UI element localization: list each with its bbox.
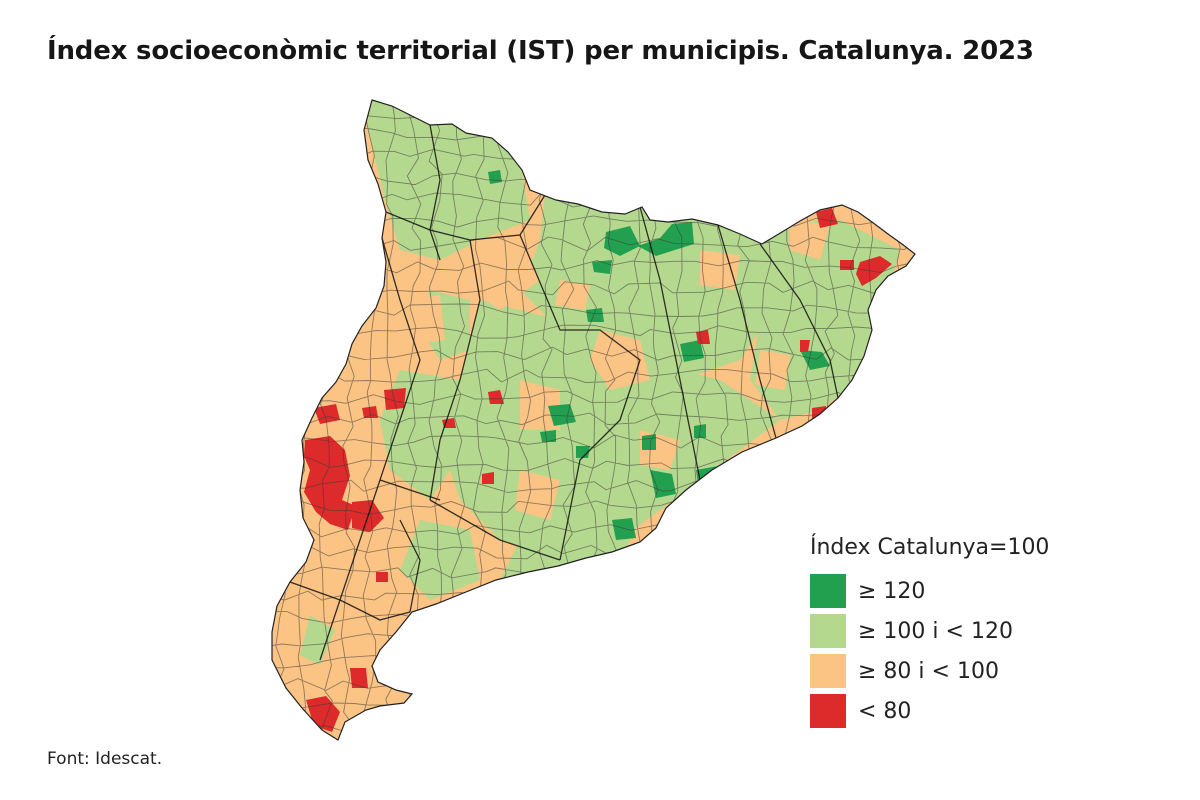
legend-swatch-100-120 bbox=[810, 614, 846, 648]
zone-ebre bbox=[300, 615, 335, 665]
ge120-ripolles bbox=[638, 222, 694, 256]
orange-pocket-3 bbox=[520, 380, 560, 430]
legend-swatch-ge120 bbox=[810, 574, 846, 608]
orange-pocket-1 bbox=[470, 235, 540, 310]
zone-penedes bbox=[500, 520, 640, 580]
ge120-bages bbox=[540, 430, 556, 442]
orange-pocket-4 bbox=[700, 250, 740, 290]
legend-item-100-120: ≥ 100 i < 120 bbox=[810, 614, 1049, 648]
ge120-osona bbox=[680, 340, 704, 362]
orange-pocket-8 bbox=[755, 350, 790, 390]
catalonia-outline bbox=[271, 99, 916, 741]
legend-swatch-lt80 bbox=[810, 694, 846, 728]
ge120-baix-llobregat bbox=[612, 518, 636, 540]
legend-item-ge120: ≥ 120 bbox=[810, 574, 1049, 608]
legend-label-ge120: ≥ 120 bbox=[858, 578, 926, 604]
legend-title: Índex Catalunya=100 bbox=[810, 535, 1050, 560]
legend-label-lt80: < 80 bbox=[858, 698, 912, 724]
map-legend: Índex Catalunya=100 ≥ 120 ≥ 100 i < 120 … bbox=[810, 535, 1049, 734]
ge120-anoia bbox=[642, 434, 656, 450]
page-title: Índex socioeconòmic territorial (IST) pe… bbox=[47, 36, 1034, 66]
legend-swatch-80-100 bbox=[810, 654, 846, 688]
lt80-ebre-1 bbox=[350, 668, 368, 688]
legend-label-100-120: ≥ 100 i < 120 bbox=[858, 618, 1013, 644]
source-note: Font: Idescat. bbox=[47, 749, 163, 769]
legend-item-80-100: ≥ 80 i < 100 bbox=[810, 654, 1049, 688]
lt80-terra-alta bbox=[376, 572, 388, 582]
lt80-noguera-2 bbox=[384, 388, 406, 410]
lt80-urgell bbox=[482, 472, 494, 484]
orange-pocket-5 bbox=[790, 220, 830, 260]
lt80-garrigues bbox=[488, 390, 504, 404]
legend-label-80-100: ≥ 80 i < 100 bbox=[858, 658, 999, 684]
lt80-garraf bbox=[800, 340, 810, 352]
ge120-conca bbox=[576, 446, 590, 458]
ge120-solsones bbox=[586, 308, 604, 322]
zone-girona bbox=[750, 215, 900, 420]
legend-item-lt80: < 80 bbox=[810, 694, 1049, 728]
orange-pocket-10 bbox=[555, 280, 590, 310]
orange-pocket-9 bbox=[410, 295, 445, 345]
ge120-cerdanya bbox=[604, 226, 640, 256]
ge120-aran bbox=[488, 170, 502, 184]
